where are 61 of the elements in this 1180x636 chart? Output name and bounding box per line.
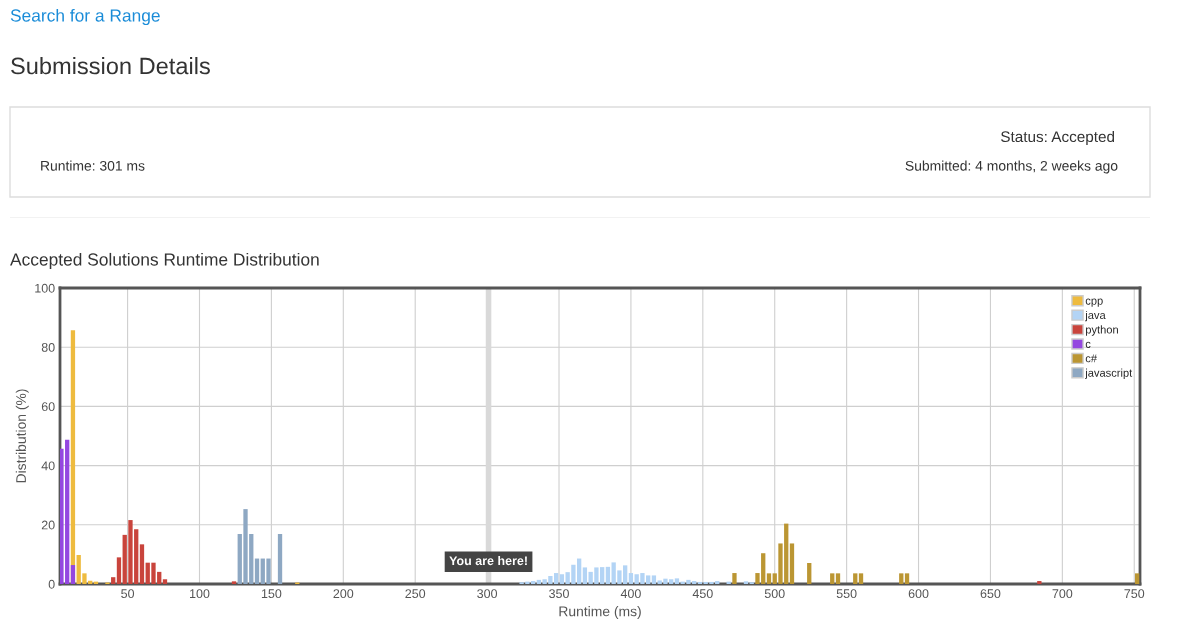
bar <box>807 562 812 584</box>
bar <box>674 578 680 584</box>
x-tick-label: 50 <box>121 589 135 599</box>
bar <box>732 573 737 584</box>
x-axis-title: Runtime (ms) <box>559 606 641 620</box>
legend-label: java <box>1085 310 1106 322</box>
bar <box>766 573 772 584</box>
bar <box>743 581 749 584</box>
x-tick-label: 700 <box>1052 589 1073 599</box>
ref-line-label: You are here! <box>449 555 527 566</box>
legend-label: c <box>1085 341 1091 348</box>
bar <box>111 577 116 584</box>
bar <box>1134 573 1140 584</box>
bar <box>789 543 795 584</box>
x-tick-label: 650 <box>980 589 1001 599</box>
legend-label: javascript <box>1085 368 1133 379</box>
x-tick-label: 350 <box>549 589 569 599</box>
bar <box>904 573 910 584</box>
bar <box>277 533 283 584</box>
x-tick-label: 300 <box>477 589 498 599</box>
legend-label: python <box>1086 325 1118 336</box>
y-tick-label: 40 <box>41 461 55 471</box>
bar <box>830 573 835 584</box>
x-tick-label: 750 <box>1124 589 1145 599</box>
bar <box>853 573 858 584</box>
bar <box>651 575 657 584</box>
x-tick-label: 200 <box>333 589 354 599</box>
legend-label: c# <box>1085 354 1097 363</box>
x-tick-label: 550 <box>836 589 857 599</box>
bar <box>835 573 841 584</box>
y-axis-title: Distribution (%) <box>15 389 29 483</box>
text: Submission Details <box>11 57 210 75</box>
bar <box>139 544 145 584</box>
text: Search for a Range <box>10 8 160 26</box>
x-tick-label: 100 <box>190 589 210 599</box>
x-tick-label: 450 <box>692 589 713 599</box>
text: Status: Accepted <box>1001 130 1115 146</box>
y-tick-label: 100 <box>35 283 55 293</box>
bar <box>70 565 76 584</box>
text: Submitted: 4 months, 2 weeks ago <box>905 160 1118 174</box>
bar <box>116 557 122 584</box>
text: Runtime: 301 ms <box>41 160 145 171</box>
x-tick-label: 400 <box>620 589 641 599</box>
y-tick-label: 60 <box>41 402 55 412</box>
bar <box>628 573 634 584</box>
y-tick-label: 80 <box>41 343 55 352</box>
bar <box>162 579 168 584</box>
legend-label: cpp <box>1085 298 1103 307</box>
chart-title: Accepted Solutions Runtime Distribution <box>10 252 319 270</box>
bar <box>1037 581 1042 584</box>
bar <box>899 573 904 584</box>
bar <box>858 573 864 584</box>
x-tick-label: 500 <box>764 589 785 599</box>
y-tick-label: 0 <box>48 579 55 589</box>
y-tick-label: 20 <box>41 520 55 530</box>
bar <box>231 581 237 584</box>
bar <box>254 558 260 584</box>
x-tick-label: 600 <box>908 589 929 599</box>
bar <box>605 566 611 584</box>
x-tick-label: 150 <box>261 589 282 599</box>
x-tick-label: 250 <box>405 589 426 599</box>
